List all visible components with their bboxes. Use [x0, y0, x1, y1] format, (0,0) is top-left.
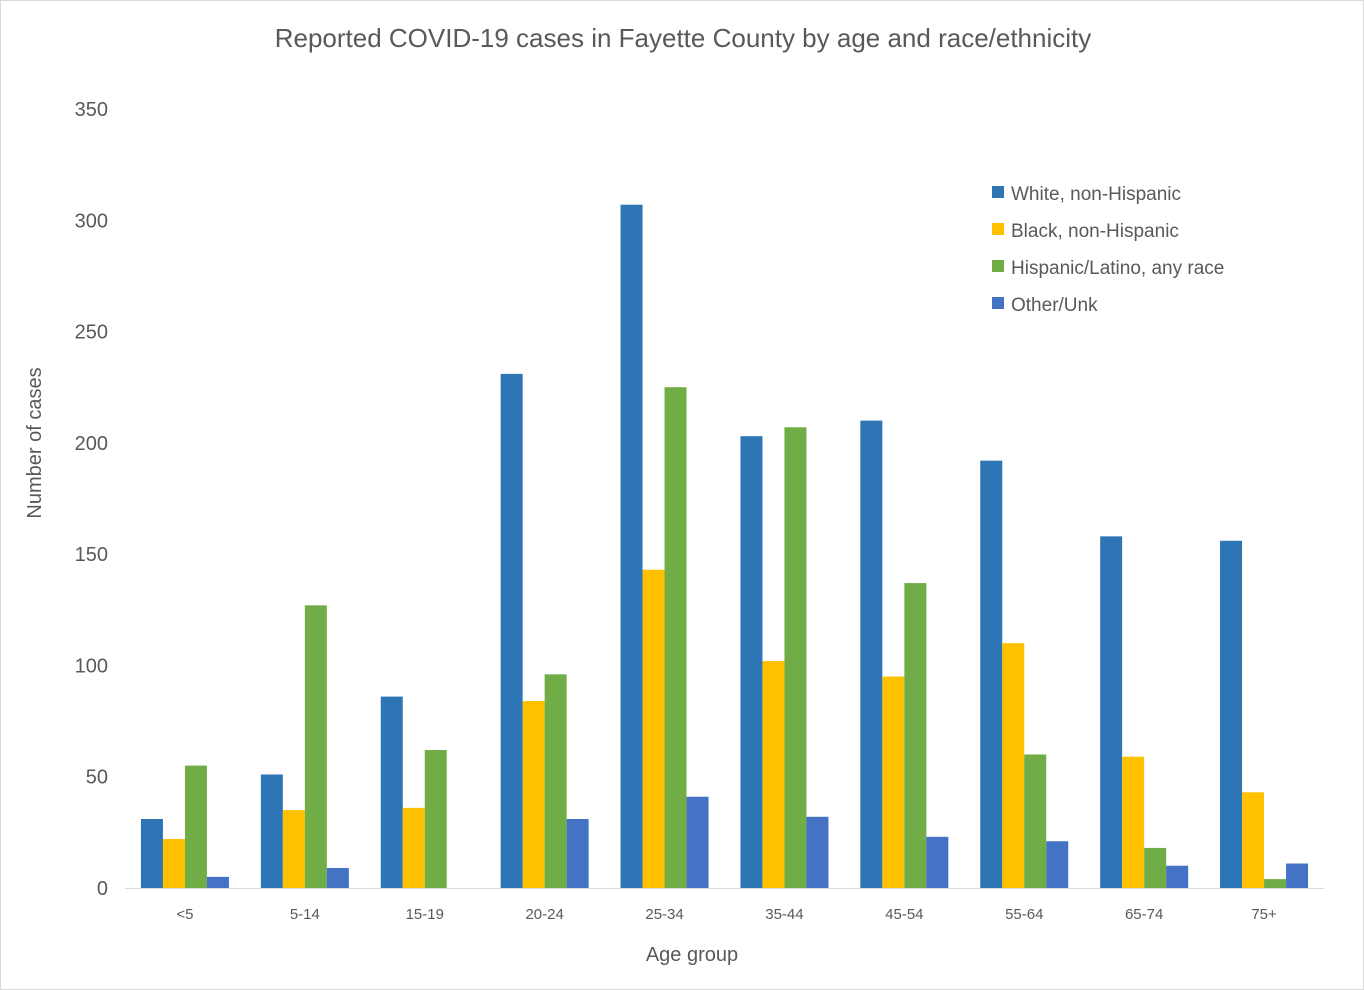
bar-4-10 [1286, 863, 1309, 888]
bar-4-6 [806, 816, 829, 888]
bar-2-5 [642, 569, 665, 888]
x-tick-label: 55-64 [1005, 906, 1043, 923]
x-tick-label: 45-54 [885, 906, 923, 923]
legend-label: Other/Unk [1011, 295, 1098, 316]
legend-swatch [992, 260, 1004, 272]
y-tick-label: 100 [75, 655, 108, 677]
y-tick-label: 200 [75, 433, 108, 455]
bar-1-4 [500, 373, 523, 888]
bar-4-9 [1166, 865, 1189, 888]
x-tick-label: 35-44 [765, 906, 803, 923]
bar-3-10 [1264, 879, 1287, 888]
bar-2-7 [882, 676, 905, 888]
bar-3-1 [184, 765, 207, 888]
bar-2-8 [1002, 643, 1025, 888]
bar-4-1 [206, 876, 229, 888]
bar-1-1 [140, 819, 163, 888]
y-tick-label: 300 [75, 210, 108, 232]
bars [140, 204, 1309, 888]
y-tick-label: 350 [75, 99, 108, 121]
x-axis-label: Age group [646, 944, 738, 966]
bar-3-4 [544, 674, 567, 888]
bar-1-10 [1220, 540, 1243, 888]
chart-title: Reported COVID-19 cases in Fayette Count… [275, 23, 1092, 53]
bar-2-1 [162, 839, 185, 888]
bar-1-8 [980, 460, 1003, 888]
y-tick-label: 50 [86, 767, 108, 789]
legend-swatch [992, 297, 1004, 309]
bar-1-9 [1100, 536, 1123, 888]
x-tick-label: <5 [176, 906, 193, 923]
legend-label: Black, non-Hispanic [1011, 221, 1179, 242]
x-tick-label: 20-24 [525, 906, 563, 923]
bar-2-10 [1242, 792, 1265, 888]
y-axis-label: Number of cases [24, 367, 46, 518]
bar-2-9 [1122, 756, 1145, 888]
bar-2-2 [282, 810, 305, 888]
bar-3-2 [304, 605, 327, 888]
bar-1-7 [860, 420, 883, 888]
legend: White, non-Hispanic Black, non-Hispanic Hi… [992, 184, 1224, 316]
bar-2-4 [522, 701, 545, 888]
x-tick-label: 25-34 [645, 906, 683, 923]
y-tick-label: 250 [75, 322, 108, 344]
y-tick-labels: 0 50 100 150 200 250 300 350 [75, 99, 108, 900]
bar-4-5 [686, 796, 709, 888]
legend-swatch [992, 223, 1004, 235]
bar-4-8 [1046, 841, 1069, 888]
y-tick-label: 150 [75, 544, 108, 566]
legend-label: Hispanic/Latino, any race [1011, 258, 1224, 279]
bar-4-4 [566, 819, 589, 888]
x-tick-label: 5-14 [290, 906, 320, 923]
x-tick-label: 15-19 [406, 906, 444, 923]
bar-4-7 [926, 836, 949, 888]
bar-1-2 [260, 774, 283, 888]
bar-3-5 [664, 387, 687, 888]
legend-swatch [992, 186, 1004, 198]
bar-3-3 [424, 750, 447, 888]
x-tick-label: 75+ [1251, 906, 1277, 923]
bar-3-6 [784, 427, 807, 888]
y-tick-label: 0 [97, 878, 108, 900]
bar-2-6 [762, 660, 785, 888]
x-tick-labels: <5 5-14 15-19 20-24 25-34 35-44 45-54 55-64 65-7… [176, 906, 1277, 923]
bar-4-2 [326, 867, 349, 888]
bar-3-8 [1024, 754, 1047, 888]
x-tick-label: 65-74 [1125, 906, 1163, 923]
bar-2-3 [402, 807, 425, 888]
bar-3-9 [1144, 847, 1167, 888]
bar-1-5 [620, 204, 643, 888]
bar-3-7 [904, 583, 927, 888]
bar-1-3 [380, 696, 403, 888]
bar-1-6 [740, 436, 763, 888]
legend-label: White, non-Hispanic [1011, 184, 1181, 205]
